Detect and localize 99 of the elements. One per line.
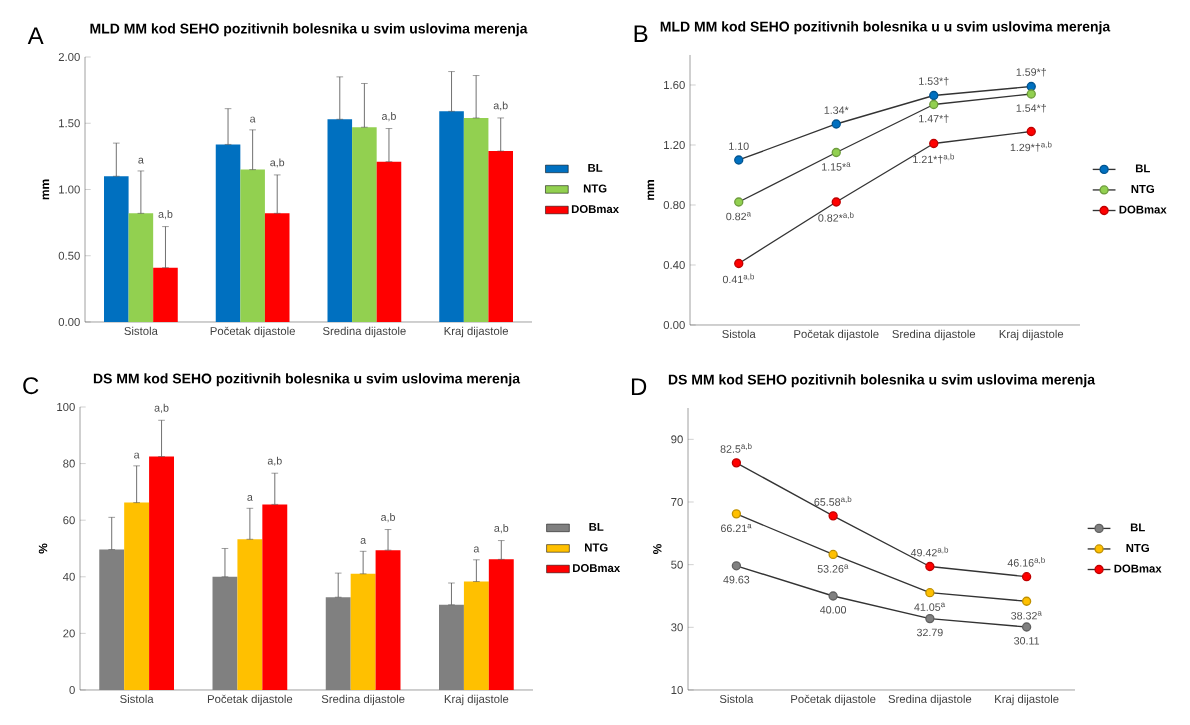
y-axis-title: % bbox=[653, 543, 662, 555]
data-label: 41.05$^{a}$ bbox=[914, 602, 946, 611]
x-tick-label: Kraj dijastole bbox=[995, 694, 1059, 706]
legend-label: DOBmax bbox=[573, 564, 621, 573]
legend-label: DOBmax bbox=[1119, 205, 1167, 214]
data-label: 1.15*$^{a}$ bbox=[822, 162, 851, 171]
annotation: a,b bbox=[267, 456, 282, 466]
y-tick-label: 0.80 bbox=[663, 200, 685, 209]
annotation: a bbox=[473, 546, 480, 553]
annotation: a bbox=[134, 452, 140, 459]
x-tick-label: Sredina dijastole bbox=[321, 694, 405, 706]
x-tick-label: Sistola bbox=[722, 329, 756, 339]
x-tick-label: Kraj dijastole bbox=[444, 694, 509, 706]
x-tick-label: Kraj dijastole bbox=[444, 326, 509, 338]
annotation: a bbox=[247, 495, 253, 501]
y-axis-title: % bbox=[38, 543, 48, 554]
chart-title: MLD MM kod SEHO pozitivnih bolesnika u svim uslovima merenja bbox=[90, 23, 528, 37]
data-label: 38.32$^{a}$ bbox=[1011, 611, 1042, 620]
data-label: 0.82*$^{a,b}$ bbox=[818, 212, 854, 222]
x-tick-label: Početak dijastole bbox=[210, 326, 295, 338]
y-tick-label: 100 bbox=[57, 402, 75, 411]
data-label: 82.5$^{a,b}$ bbox=[720, 443, 752, 453]
annotation: a,b bbox=[270, 158, 285, 168]
data-label: 1.47*† bbox=[919, 114, 949, 123]
data-label: 0.41$^{a,b}$ bbox=[722, 273, 755, 284]
data-label: 1.29*†$^{a,b}$ bbox=[1010, 141, 1052, 152]
legend-label: NTG bbox=[1131, 184, 1155, 193]
data-label: 49.63 bbox=[723, 575, 750, 584]
annotation: a,b bbox=[158, 210, 173, 220]
y-tick-label: 30 bbox=[671, 623, 683, 632]
y-tick-label: 1.50 bbox=[59, 119, 80, 128]
y-tick-label: 0.00 bbox=[663, 320, 685, 329]
annotation: a,b bbox=[154, 403, 169, 413]
y-tick-label: 2.00 bbox=[58, 52, 80, 61]
chart-title: MLD MM kod SEHO pozitivnih bolesnika u u svim uslovima merenja bbox=[660, 21, 1111, 35]
y-tick-label: 10 bbox=[671, 685, 683, 694]
data-label: 30.11 bbox=[1014, 637, 1040, 645]
y-tick-label: 0.00 bbox=[58, 317, 80, 326]
data-label: 1.53*† bbox=[919, 76, 949, 86]
y-tick-label: 1.00 bbox=[59, 185, 80, 194]
y-tick-label: 90 bbox=[671, 435, 683, 444]
y-tick-label: 80 bbox=[63, 459, 75, 468]
data-label: 1.54*† bbox=[1016, 104, 1046, 113]
y-tick-label: 70 bbox=[671, 498, 683, 507]
y-tick-label: 1.20 bbox=[664, 140, 685, 149]
legend-label: BL bbox=[589, 523, 604, 531]
chart-title: DS MM kod SEHO pozitivnih bolesnika u svim uslovima merenja bbox=[668, 374, 1096, 388]
x-tick-label: Sistola bbox=[124, 326, 158, 336]
x-tick-label: Početak dijastole bbox=[207, 694, 293, 706]
data-label: 1.21*†$^{a,b}$ bbox=[913, 153, 955, 164]
y-tick-label: 1.60 bbox=[664, 80, 685, 89]
x-tick-label: Sredina dijastole bbox=[323, 326, 406, 338]
legend-label: BL bbox=[1135, 164, 1150, 173]
legend-label: NTG bbox=[585, 543, 608, 552]
annotation: a,b bbox=[494, 524, 509, 534]
annotation: a,b bbox=[381, 513, 395, 523]
data-label: 1.59*† bbox=[1016, 67, 1046, 77]
x-tick-label: Sistola bbox=[120, 694, 154, 704]
text: B bbox=[634, 25, 648, 42]
data-label: 66.21$^{a}$ bbox=[721, 523, 752, 533]
annotation: a bbox=[250, 116, 256, 123]
data-label: 0.82$^{a}$ bbox=[726, 212, 752, 221]
legend-label: NTG bbox=[583, 184, 607, 193]
y-tick-label: 50 bbox=[671, 560, 683, 569]
data-label: 1.34* bbox=[824, 106, 849, 114]
x-tick-label: Početak dijastole bbox=[791, 694, 876, 706]
x-tick-label: Sredina dijastole bbox=[888, 694, 972, 706]
data-label: 46.16$^{a,b}$ bbox=[1007, 556, 1045, 567]
annotation: a bbox=[360, 538, 367, 544]
x-tick-label: Sistola bbox=[719, 694, 754, 704]
annotation: a,b bbox=[382, 112, 396, 122]
x-tick-label: Početak dijastole bbox=[794, 329, 879, 341]
y-tick-label: 40 bbox=[62, 572, 75, 581]
chart-title: DS MM kod SEHO pozitivnih bolesnika u svim uslovima merenja bbox=[93, 373, 521, 387]
annotation: a bbox=[138, 157, 144, 164]
legend-label: NTG bbox=[1126, 543, 1149, 552]
annotation: a,b bbox=[493, 101, 508, 111]
legend-label: DOBmax bbox=[571, 205, 619, 214]
text: C bbox=[23, 377, 39, 395]
data-label: 32.79 bbox=[916, 628, 943, 637]
y-tick-label: 0.40 bbox=[663, 260, 685, 269]
data-label: 1.10 bbox=[729, 142, 749, 150]
y-tick-label: 0.50 bbox=[58, 251, 80, 260]
text: D bbox=[631, 378, 647, 395]
y-tick-label: 20 bbox=[63, 629, 75, 638]
x-tick-label: Sredina dijastole bbox=[892, 329, 976, 341]
data-label: 49.42$^{a,b}$ bbox=[910, 546, 949, 557]
y-tick-label: 60 bbox=[63, 516, 75, 525]
y-axis-title: mm bbox=[42, 179, 50, 200]
data-label: 40.00 bbox=[820, 606, 847, 614]
y-tick-label: 0 bbox=[69, 685, 75, 694]
data-label: 53.26$^{a}$ bbox=[817, 564, 849, 573]
y-axis-title: mm bbox=[647, 180, 655, 200]
text: A bbox=[27, 27, 44, 44]
data-label: 65.58$^{a,b}$ bbox=[814, 496, 852, 506]
legend-label: DOBmax bbox=[1114, 564, 1162, 573]
legend-label: BL bbox=[1130, 523, 1145, 532]
legend-label: BL bbox=[588, 164, 603, 172]
x-tick-label: Kraj dijastole bbox=[999, 329, 1064, 341]
